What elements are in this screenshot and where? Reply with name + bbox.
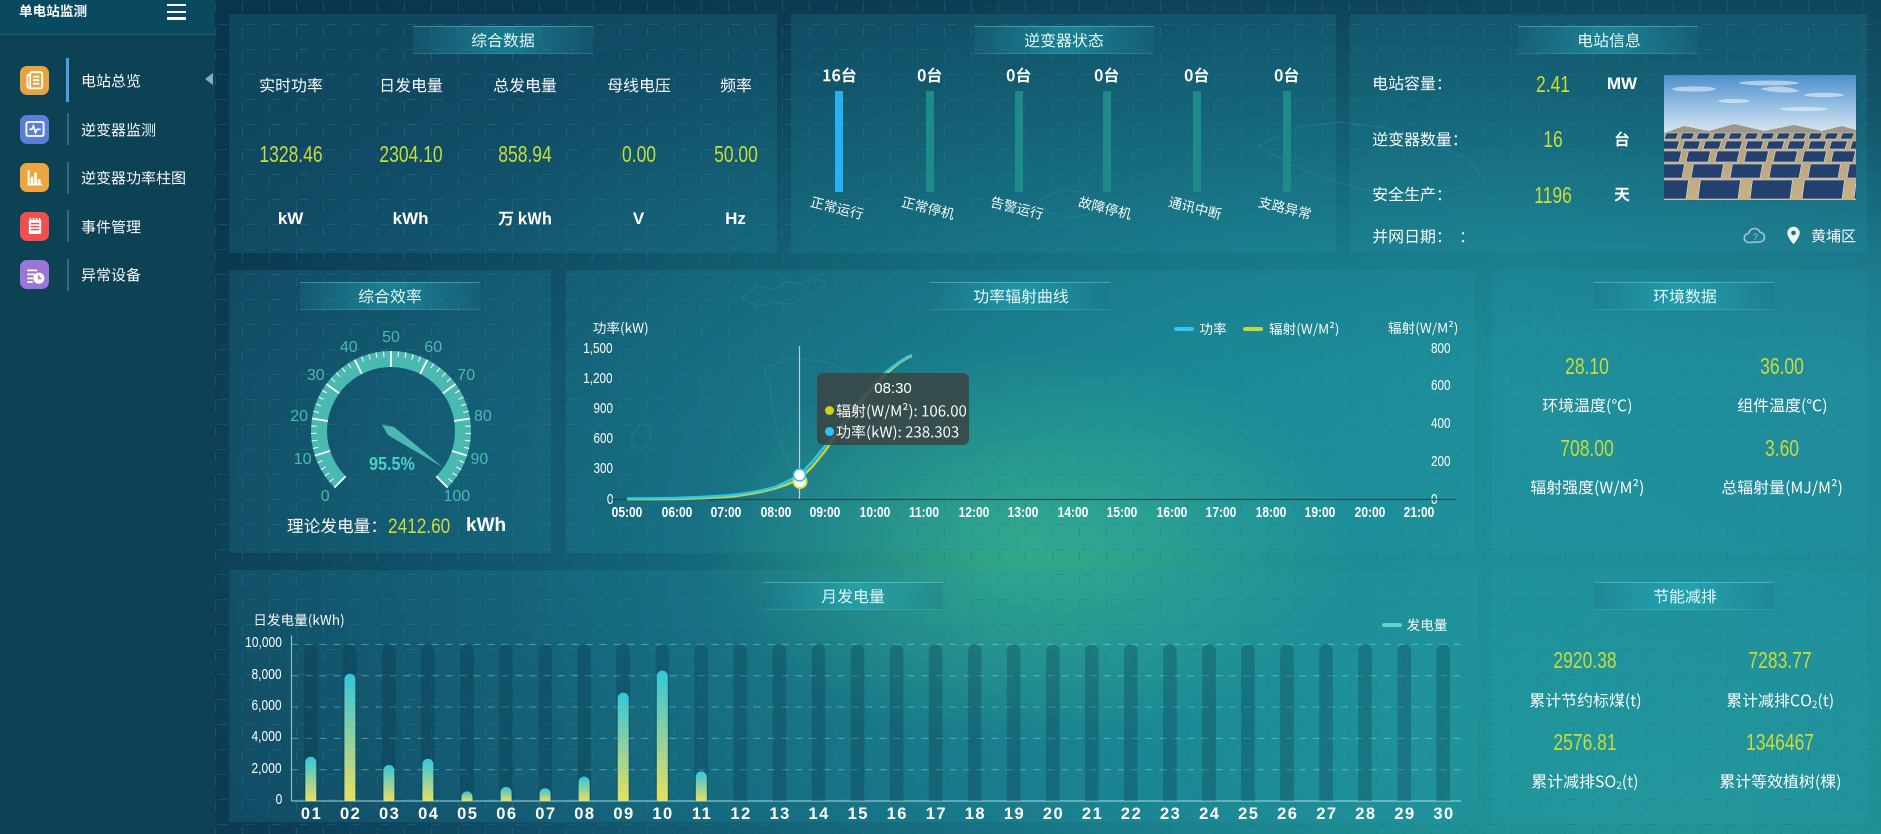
svg-text:?: ? bbox=[1753, 232, 1758, 242]
